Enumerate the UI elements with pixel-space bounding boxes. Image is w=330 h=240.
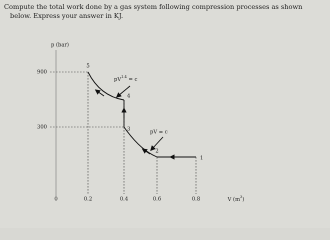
background bbox=[0, 0, 330, 228]
point-label: 5 bbox=[86, 64, 89, 70]
process-4-5-arrow bbox=[94, 89, 105, 97]
curve-label-rest: = c bbox=[127, 77, 138, 83]
y-tick-label: 900 bbox=[37, 70, 47, 76]
process-4-5 bbox=[87, 71, 125, 101]
label-pointer bbox=[115, 85, 131, 98]
point-label: 4 bbox=[127, 94, 131, 100]
point-label: 1 bbox=[200, 156, 203, 162]
guide-lines bbox=[50, 71, 197, 194]
y-axis-label: p (bar) bbox=[51, 42, 69, 49]
x-tick-label: 0.6 bbox=[153, 197, 161, 203]
label-pointer bbox=[150, 136, 164, 151]
x-tick-label: 0.8 bbox=[192, 197, 200, 203]
x-tick-label: 0.4 bbox=[120, 197, 129, 203]
x-tick-label: 0 bbox=[54, 197, 57, 203]
page: Compute the total work done by a gas sys… bbox=[0, 0, 330, 228]
question-line: below. Express your answer in KJ. bbox=[10, 12, 123, 20]
x-axis-label-exponent: 3 bbox=[240, 195, 243, 199]
curve-label-base: pV bbox=[114, 77, 121, 83]
x-tick-label: 0.2 bbox=[84, 197, 92, 203]
x-axis-label-end: ) bbox=[242, 196, 244, 203]
point-label: 3 bbox=[127, 127, 130, 133]
x-axis-label: V (m3) bbox=[227, 195, 245, 203]
curve-label: pV1.4 = c bbox=[114, 75, 137, 83]
x-axis-label-base: V (m bbox=[227, 196, 240, 203]
curve-label-exponent: 1.4 bbox=[121, 75, 127, 79]
y-tick-label: 300 bbox=[37, 125, 47, 131]
process-2-3 bbox=[123, 126, 158, 158]
question-line: Compute the total work done by a gas sys… bbox=[4, 3, 303, 11]
point-label: 2 bbox=[155, 149, 158, 155]
curve-label: pV = c bbox=[150, 130, 168, 136]
process-2-3-arrow bbox=[141, 148, 151, 155]
